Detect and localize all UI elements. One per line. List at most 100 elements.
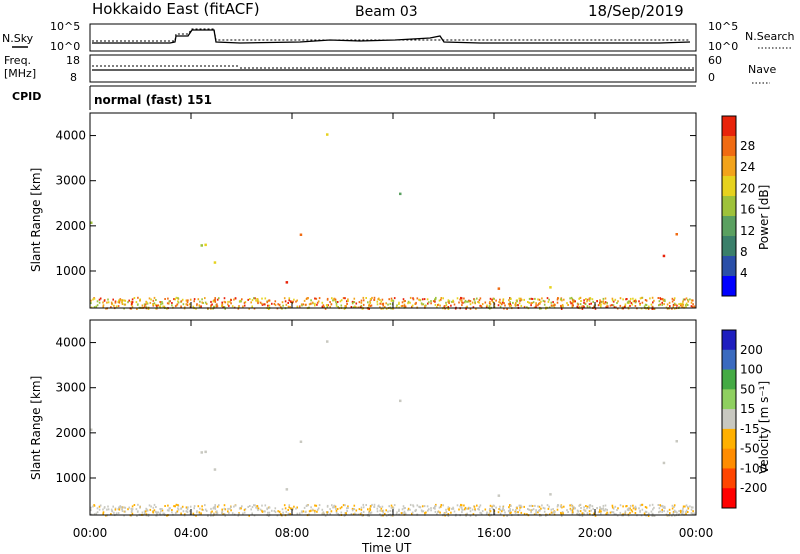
power-echo-cell — [583, 299, 585, 302]
noise-search-series — [92, 28, 690, 42]
velocity-echo-cell — [358, 508, 361, 511]
velocity-echo-cell — [105, 514, 107, 517]
power-echo-cell — [216, 298, 219, 301]
velocity-echo-cell — [627, 507, 630, 510]
velocity-echo-cell — [136, 515, 138, 517]
velocity-echo-cell — [154, 510, 157, 513]
velocity-echo-cell — [690, 512, 693, 515]
power-echo-cell — [615, 306, 617, 309]
velocity-echo-cell — [541, 504, 543, 507]
power-echo-cell — [578, 306, 581, 308]
power-echo-cell — [537, 304, 539, 307]
velocity-echo-cell — [174, 512, 177, 515]
power-echo-cell — [530, 302, 532, 305]
power-echo-cell — [676, 304, 678, 307]
power-echo-cell — [669, 305, 671, 308]
power-colorbar-swatch — [722, 276, 736, 297]
velocity-echo-cell — [412, 505, 415, 508]
velocity-echo-cell — [548, 505, 550, 508]
power-echo-cell — [115, 305, 118, 308]
power-echo-cell — [532, 301, 535, 304]
velocity-echo-cell — [467, 507, 470, 510]
velocity-echo-cell — [148, 504, 151, 507]
velocity-echo-cell — [251, 506, 254, 509]
velocity-echo-cell — [317, 507, 320, 510]
velocity-echo-cell — [498, 508, 500, 511]
power-echo-cell — [586, 305, 589, 308]
velocity-echo-layer — [90, 340, 696, 517]
velocity-echo-cell — [289, 507, 292, 510]
velocity-echo-cell — [685, 509, 688, 512]
velocity-echo-cell — [493, 512, 496, 515]
velocity-echo-cell — [679, 509, 682, 512]
velocity-echo-cell — [499, 509, 502, 512]
power-echo-cell — [447, 308, 450, 310]
velocity-echo-cell — [195, 514, 197, 517]
velocity-echo-cell — [381, 505, 384, 508]
power-echo-cell — [520, 297, 522, 300]
velocity-echo-cell — [439, 511, 441, 514]
power-echo-cell — [571, 302, 574, 305]
velocity-echo-cell — [489, 507, 491, 510]
velocity-echo-cell — [335, 509, 338, 512]
velocity-echo-cell — [466, 512, 468, 515]
velocity-echo-cell — [278, 510, 281, 513]
velocity-echo-cell — [373, 505, 375, 508]
velocity-echo-cell — [189, 510, 192, 513]
velocity-echo-cell — [379, 509, 381, 512]
velocity-echo-cell — [685, 511, 687, 514]
velocity-echo-cell — [268, 515, 270, 517]
power-colorbar-label: Power [dB] — [757, 185, 771, 250]
ytick-label: 3000 — [55, 174, 86, 188]
power-echo-cell — [538, 301, 541, 304]
power-echo-cell — [234, 297, 237, 300]
power-echo-cell — [664, 300, 666, 303]
velocity-echo-cell — [671, 504, 674, 507]
noise-right-label: N.Search — [745, 30, 795, 43]
velocity-echo-cell — [407, 509, 409, 512]
power-echo-cell — [256, 298, 258, 301]
velocity-echo-cell — [177, 507, 179, 510]
velocity-echo-cell — [241, 505, 243, 508]
power-echo-cell — [459, 298, 461, 301]
velocity-echo-cell — [344, 512, 346, 515]
velocity-echo-cell — [509, 512, 512, 514]
power-echo-cell — [503, 302, 505, 305]
velocity-echo-cell — [489, 510, 492, 513]
power-echo-cell — [268, 299, 271, 302]
power-echo-cell — [634, 301, 637, 304]
power-colorbar-tick: 20 — [740, 181, 755, 195]
velocity-echo-cell — [606, 511, 608, 514]
velocity-echo-cell — [204, 450, 207, 454]
power-echo-cell — [393, 297, 396, 300]
power-echo-cell — [663, 298, 666, 301]
velocity-echo-cell — [196, 510, 198, 513]
velocity-echo-cell — [424, 512, 426, 515]
power-echo-cell — [518, 302, 521, 305]
velocity-echo-cell — [280, 513, 282, 515]
power-echo-cell — [531, 298, 534, 300]
power-echo-cell — [353, 305, 356, 308]
power-echo-cell — [409, 301, 411, 304]
velocity-echo-cell — [124, 506, 127, 509]
velocity-echo-cell — [484, 508, 487, 511]
velocity-echo-cell — [192, 512, 195, 515]
velocity-echo-cell — [273, 510, 276, 512]
velocity-echo-cell — [675, 440, 678, 443]
power-echo-cell — [373, 296, 376, 299]
power-echo-cell — [184, 306, 186, 309]
power-echo-cell — [295, 300, 297, 303]
ytick-label: 4000 — [55, 336, 86, 350]
power-echo-cell — [168, 302, 170, 305]
power-echo-cell — [434, 300, 436, 303]
ytick-label: 3000 — [55, 381, 86, 395]
power-echo-cell — [287, 305, 290, 308]
power-echo-cell — [268, 308, 270, 310]
velocity-echo-cell — [303, 506, 306, 509]
velocity-echo-cell — [201, 508, 203, 511]
velocity-echo-cell — [480, 512, 483, 515]
velocity-echo-cell — [393, 504, 396, 507]
power-echo-cell — [307, 297, 309, 300]
power-echo-cell — [362, 303, 365, 306]
velocity-echo-cell — [578, 504, 580, 507]
